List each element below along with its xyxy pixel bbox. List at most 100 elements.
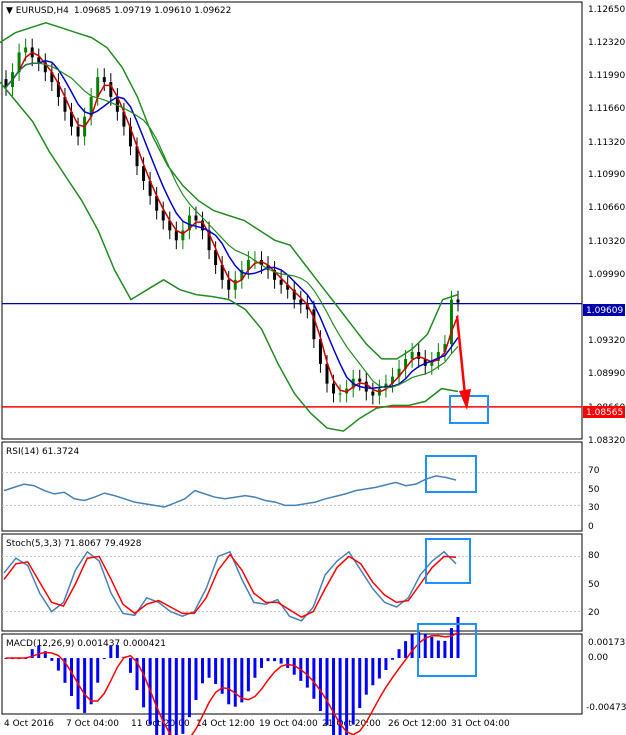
candle-body bbox=[286, 284, 290, 290]
candle-body bbox=[161, 210, 165, 221]
price-tick: 1.09990 bbox=[588, 270, 625, 280]
macd-bar bbox=[279, 658, 283, 664]
macd-bar bbox=[253, 658, 257, 678]
price-tick: 1.08320 bbox=[588, 436, 625, 446]
macd-bar bbox=[201, 658, 205, 684]
price-tick: 1.11320 bbox=[588, 138, 625, 148]
candle-body bbox=[63, 96, 67, 112]
macd-tick: 0.00 bbox=[588, 653, 608, 663]
candle-body bbox=[390, 376, 394, 384]
stoch-tick: 20 bbox=[588, 608, 600, 618]
price-tick: 1.10660 bbox=[588, 203, 625, 213]
time-tick: 7 Oct 04:00 bbox=[66, 719, 119, 729]
macd-bar bbox=[358, 658, 362, 709]
stoch-highlight-box bbox=[425, 538, 471, 584]
candle-body bbox=[43, 62, 47, 73]
time-tick: 11 Oct 20:00 bbox=[131, 719, 190, 729]
macd-bar bbox=[233, 658, 237, 707]
candle-body bbox=[50, 72, 54, 83]
macd-bar bbox=[443, 640, 447, 659]
candle-body bbox=[443, 344, 447, 352]
macd-bar bbox=[63, 658, 67, 683]
stoch-signal-line bbox=[3, 553, 457, 618]
ohlc-label: 1.09685 1.09719 1.09610 1.09622 bbox=[74, 6, 231, 16]
candle-body bbox=[115, 96, 119, 112]
candle-body bbox=[181, 230, 185, 241]
candle-body bbox=[312, 309, 316, 340]
price-tick: 1.10320 bbox=[588, 237, 625, 247]
macd-bar bbox=[115, 645, 119, 659]
time-tick: 31 Oct 04:00 bbox=[451, 719, 510, 729]
macd-bar bbox=[240, 658, 244, 703]
macd-bar bbox=[390, 658, 394, 660]
macd-bar bbox=[30, 649, 34, 659]
candle-body bbox=[109, 82, 113, 97]
candle-body bbox=[338, 393, 342, 395]
time-tick: 4 Oct 2016 bbox=[4, 719, 54, 729]
macd-bar bbox=[128, 658, 132, 673]
macd-title: MACD(12,26,9) 0.001437 0.000421 bbox=[6, 639, 166, 649]
macd-bar bbox=[135, 658, 139, 691]
candle-body bbox=[207, 230, 211, 251]
price-panel[interactable] bbox=[1, 1, 583, 440]
candle-body bbox=[168, 220, 172, 231]
candle-body bbox=[70, 111, 74, 127]
candle-body bbox=[187, 215, 191, 231]
candle-body bbox=[102, 77, 106, 83]
candle-body bbox=[410, 351, 414, 359]
price-tick: 1.11660 bbox=[588, 104, 625, 114]
macd-tick: -0.004735 bbox=[586, 703, 626, 713]
macd-highlight-box bbox=[417, 623, 477, 677]
rsi-panel[interactable] bbox=[1, 441, 583, 532]
macd-bar bbox=[286, 658, 290, 668]
candle-body bbox=[240, 269, 244, 280]
down-arrow-shaft bbox=[455, 315, 467, 396]
candle-body bbox=[135, 146, 139, 167]
candle-body bbox=[305, 304, 309, 310]
macd-bar bbox=[214, 658, 218, 684]
support-price-label: 1.08565 bbox=[586, 408, 623, 418]
time-tick: 14 Oct 12:00 bbox=[196, 719, 255, 729]
candle-body bbox=[430, 360, 434, 366]
macd-bar bbox=[384, 658, 388, 671]
candle-body bbox=[89, 96, 93, 117]
price-tick: 1.08990 bbox=[588, 369, 625, 379]
rsi-tick: 0 bbox=[588, 522, 594, 532]
stoch-axis: 80 50 20 bbox=[588, 551, 600, 618]
macd-bar bbox=[456, 617, 460, 659]
macd-axis: 0.001731 0.00 -0.004735 bbox=[586, 638, 626, 713]
macd-bar bbox=[273, 658, 277, 662]
candle-body bbox=[148, 180, 152, 196]
price-axis: 1.12650 1.12320 1.11990 1.11660 1.11320 … bbox=[588, 5, 625, 446]
macd-bar bbox=[345, 658, 349, 735]
macd-bar bbox=[109, 645, 113, 659]
macd-bar bbox=[410, 634, 414, 659]
candle-body bbox=[220, 264, 224, 280]
candle-body bbox=[364, 381, 368, 392]
candle-body bbox=[397, 368, 401, 377]
candle-body bbox=[155, 195, 159, 211]
candle-body bbox=[358, 378, 362, 382]
macd-bar bbox=[168, 658, 172, 735]
candle-body bbox=[246, 260, 250, 270]
stoch-panel[interactable] bbox=[1, 533, 583, 632]
bollinger-upper bbox=[0, 22, 459, 360]
candle-body bbox=[456, 299, 460, 303]
dropdown-arrow-icon[interactable]: ▼ bbox=[6, 6, 16, 16]
candle-body bbox=[56, 82, 60, 97]
macd-bar bbox=[181, 658, 185, 734]
rsi-title: RSI(14) 61.3724 bbox=[6, 447, 79, 457]
macd-bar bbox=[102, 658, 106, 660]
macd-bar bbox=[155, 658, 159, 735]
candle-body bbox=[371, 391, 375, 396]
macd-bar bbox=[89, 658, 93, 705]
candle-body bbox=[194, 215, 198, 221]
candle-body bbox=[96, 77, 100, 97]
rsi-axis: 70 50 30 0 bbox=[588, 466, 600, 532]
macd-bar bbox=[174, 658, 178, 735]
macd-bar bbox=[305, 658, 309, 688]
macd-bar bbox=[161, 658, 165, 735]
down-arrow-head bbox=[459, 389, 471, 410]
candle-body bbox=[128, 126, 132, 147]
